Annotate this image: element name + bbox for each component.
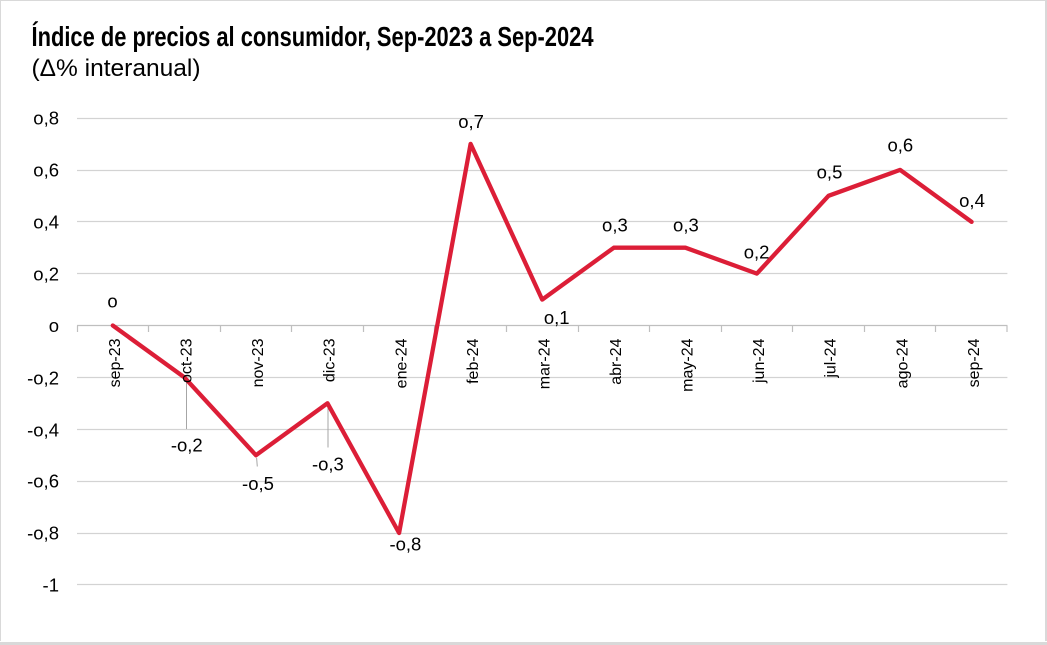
svg-text:o,5: o,5 [817,161,843,182]
svg-text:jul-24: jul-24 [823,338,840,378]
svg-text:-1: -1 [43,575,59,596]
svg-text:o: o [49,315,59,336]
svg-text:dic-23: dic-23 [322,338,339,382]
svg-text:may-24: may-24 [680,338,697,391]
svg-text:sep-23: sep-23 [107,338,124,387]
svg-text:mar-24: mar-24 [537,338,554,389]
svg-text:o,2: o,2 [744,241,770,262]
svg-text:o,8: o,8 [33,107,59,128]
svg-text:-o,8: -o,8 [389,534,421,555]
svg-text:-o,6: -o,6 [27,471,59,492]
svg-text:ago-24: ago-24 [894,338,911,388]
svg-text:-o,2: -o,2 [27,368,59,389]
svg-text:-o,4: -o,4 [27,420,59,441]
svg-text:-o,5: -o,5 [242,473,274,494]
svg-text:o,3: o,3 [673,215,699,236]
svg-text:o,4: o,4 [33,212,59,233]
svg-text:ene-24: ene-24 [393,338,410,388]
svg-text:(Δ% interanual): (Δ% interanual) [32,55,201,82]
svg-text:jun-24: jun-24 [751,338,768,384]
svg-text:feb-24: feb-24 [465,338,482,383]
svg-text:o,7: o,7 [458,111,484,132]
svg-text:abr-24: abr-24 [608,338,625,384]
svg-text:o,1: o,1 [544,307,570,328]
svg-text:nov-23: nov-23 [250,338,267,387]
svg-text:o,6: o,6 [33,160,59,181]
svg-text:o,3: o,3 [602,215,628,236]
svg-text:Índice de precios al consumido: Índice de precios al consumidor, Sep-202… [32,21,594,52]
svg-text:-o,2: -o,2 [171,434,203,455]
svg-text:sep-24: sep-24 [966,338,983,387]
svg-text:o,6: o,6 [887,135,913,156]
svg-text:oct-23: oct-23 [179,338,196,383]
svg-text:-o,3: -o,3 [312,454,344,475]
svg-text:-o,8: -o,8 [27,523,59,544]
svg-text:o,4: o,4 [959,190,985,211]
svg-text:o: o [107,290,117,311]
svg-text:o,2: o,2 [33,264,59,285]
